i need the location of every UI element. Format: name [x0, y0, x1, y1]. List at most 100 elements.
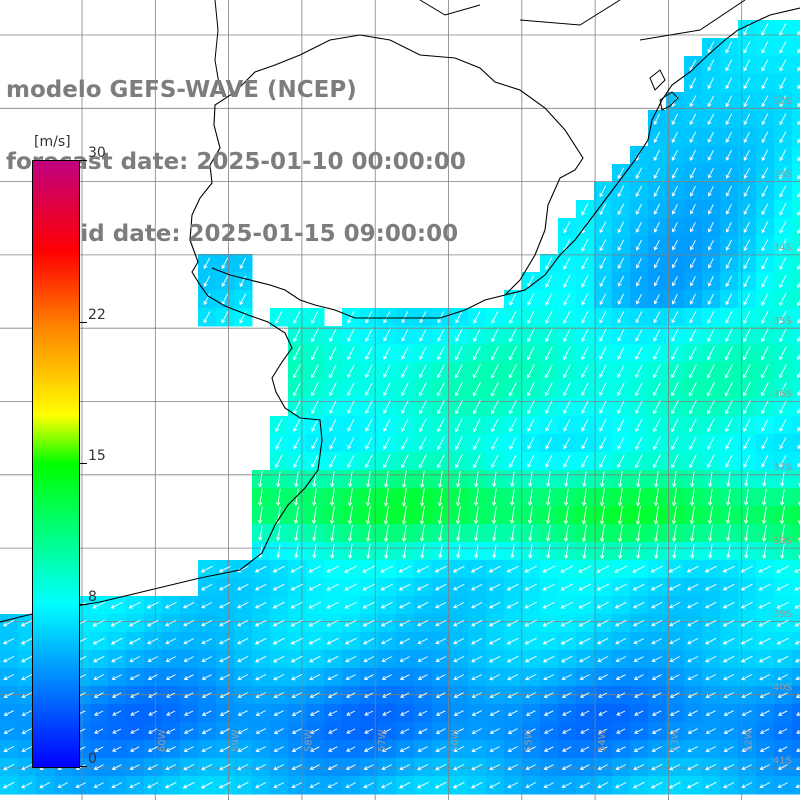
wind-arrow	[796, 729, 800, 734]
wind-arrow	[689, 77, 697, 90]
wind-arrow	[563, 364, 571, 379]
wind-arrow	[312, 525, 317, 542]
wind-arrow	[21, 710, 32, 717]
wind-arrow	[201, 619, 213, 627]
wind-arrow	[725, 275, 733, 288]
wind-arrow	[507, 728, 518, 734]
wind-arrow	[437, 488, 443, 507]
wind-arrow	[617, 454, 625, 468]
wind-arrow	[545, 328, 553, 343]
wind-arrow	[743, 167, 751, 179]
wind-arrow	[147, 637, 159, 645]
wind-arrow	[687, 637, 699, 645]
wind-arrow	[653, 418, 661, 433]
wind-arrow	[725, 436, 733, 450]
wind-arrow	[509, 310, 517, 324]
wind-arrow	[419, 470, 425, 488]
wind-arrow	[112, 728, 122, 734]
wind-arrow	[434, 565, 447, 573]
wind-arrow	[762, 543, 767, 559]
wind-arrow	[401, 329, 409, 342]
wind-arrow	[399, 619, 411, 627]
wind-arrow	[380, 601, 393, 609]
wind-arrow	[724, 381, 733, 397]
wind-arrow	[219, 619, 231, 627]
wind-arrow	[254, 619, 267, 627]
wind-arrow	[741, 692, 753, 699]
wind-arrow	[636, 543, 641, 560]
wind-arrow	[201, 692, 212, 698]
wind-arrow	[581, 488, 587, 507]
wind-arrow	[472, 400, 481, 415]
wind-arrow	[401, 470, 407, 488]
wind-arrow	[741, 673, 753, 681]
wind-arrow	[563, 506, 569, 525]
wind-arrow	[707, 41, 715, 54]
wind-arrow	[614, 601, 627, 609]
wind-arrow	[689, 311, 697, 324]
wind-arrow	[290, 583, 303, 591]
wind-arrow	[779, 256, 787, 270]
wind-arrow	[383, 505, 389, 525]
wind-arrow	[326, 565, 340, 573]
wind-arrow	[201, 583, 213, 591]
wind-arrow	[453, 763, 465, 771]
wind-arrow	[759, 710, 770, 716]
wind-arrow	[363, 637, 375, 645]
wind-arrow	[347, 418, 355, 432]
wind-arrow	[489, 764, 501, 771]
wind-arrow	[147, 764, 159, 771]
wind-arrow	[581, 506, 587, 525]
wind-arrow	[381, 746, 392, 752]
wind-arrow	[632, 565, 646, 573]
wind-arrow	[329, 488, 335, 507]
wind-arrow	[147, 656, 159, 663]
wind-arrow	[93, 674, 105, 681]
wind-arrow	[308, 655, 321, 663]
wind-arrow	[600, 543, 605, 560]
wind-arrow	[689, 95, 697, 108]
wind-arrow	[491, 436, 499, 450]
wind-arrow	[635, 488, 641, 507]
colorbar-tick-label: 22	[88, 306, 106, 323]
wind-arrow	[110, 601, 123, 609]
wind-arrow	[492, 525, 497, 542]
wind-arrow	[455, 311, 463, 324]
wind-arrow	[687, 746, 699, 753]
wind-arrow	[560, 601, 574, 609]
wind-arrow	[365, 488, 371, 507]
wind-arrow	[615, 674, 626, 680]
wind-arrow	[545, 525, 551, 542]
wind-arrow	[112, 710, 122, 716]
wind-arrow	[3, 710, 14, 717]
wind-arrow	[688, 364, 697, 379]
wind-arrow	[761, 167, 769, 180]
wind-arrow	[525, 764, 536, 771]
wind-vector-arrows	[2, 22, 800, 789]
wind-arrow	[293, 310, 301, 324]
wind-arrow	[237, 601, 249, 609]
wind-arrow	[364, 710, 374, 716]
wind-arrow	[21, 746, 33, 753]
wind-arrow	[671, 506, 677, 525]
wind-arrow	[471, 763, 483, 771]
wind-arrow	[616, 710, 626, 716]
wind-arrow	[527, 436, 535, 450]
wind-arrow	[743, 77, 751, 90]
wind-arrow	[795, 658, 800, 663]
wind-arrow	[743, 95, 751, 108]
wind-arrow	[401, 382, 409, 397]
wind-arrow	[308, 565, 322, 573]
wind-arrow	[362, 619, 375, 627]
wind-arrow	[344, 565, 358, 573]
wind-arrow	[294, 471, 299, 488]
wind-arrow	[437, 418, 445, 433]
wind-arrow	[255, 764, 267, 771]
wind-arrow	[146, 619, 159, 627]
wind-arrow	[634, 728, 644, 734]
wind-speed-cell	[792, 344, 800, 363]
wind-arrow	[761, 59, 769, 72]
wind-arrow	[776, 583, 790, 591]
colorbar-tick-mark	[79, 463, 87, 464]
wind-arrow	[599, 185, 607, 198]
